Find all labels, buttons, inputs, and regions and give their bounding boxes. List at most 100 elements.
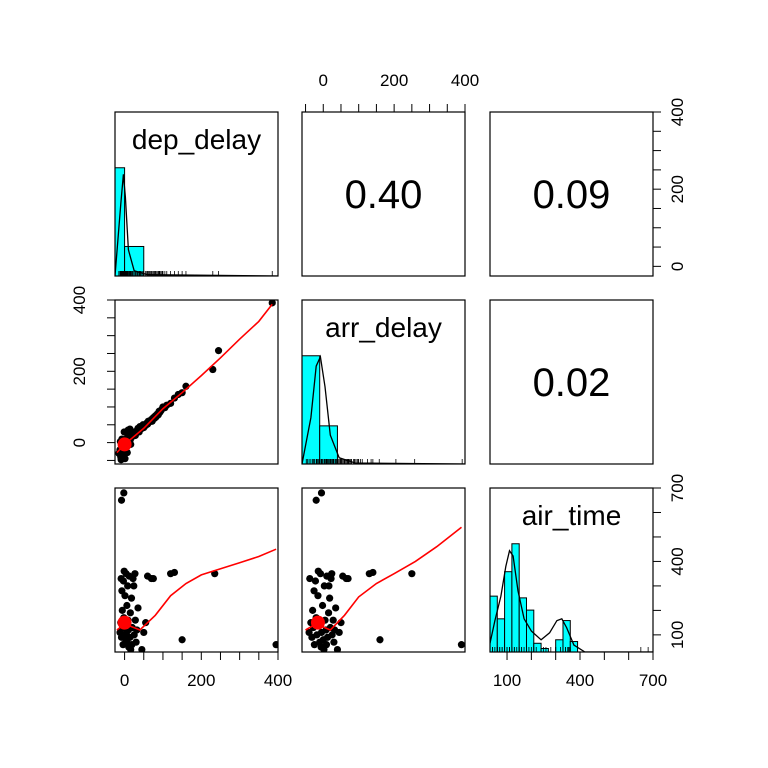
scatter-point xyxy=(309,606,317,614)
scatter-point xyxy=(457,641,465,649)
scatter-point xyxy=(408,570,416,578)
var-label-arr_delay: arr_delay xyxy=(325,312,442,343)
x-tick-label-dep_delay: 200 xyxy=(187,671,215,690)
scatter-point xyxy=(317,489,326,497)
corr-value-0-2: 0.09 xyxy=(533,173,611,217)
scatter-point xyxy=(170,568,179,577)
scatter-point xyxy=(329,616,337,624)
scatter-point xyxy=(333,645,342,652)
scatter-point xyxy=(268,300,276,307)
scatter-point xyxy=(272,641,278,649)
scatter-point xyxy=(326,594,334,602)
panel-frame-0-0 xyxy=(114,111,279,277)
scatter-point xyxy=(335,628,343,637)
scatter-point xyxy=(312,496,320,504)
scatter-point xyxy=(131,570,139,578)
y-tick-label-air_time: 700 xyxy=(668,474,687,502)
y-tick-label-arr_delay: 200 xyxy=(70,357,89,385)
diag-panel-dep_delay xyxy=(115,167,278,276)
scatter-point xyxy=(332,604,340,612)
scatter-point xyxy=(328,570,336,578)
scatter-point xyxy=(120,489,128,497)
panel-frame-1-2 xyxy=(489,299,654,465)
scatter-point xyxy=(117,574,125,583)
x-tick-label-dep_delay: 0 xyxy=(120,671,129,690)
scatter-point xyxy=(118,606,126,614)
scatter-point xyxy=(123,601,131,610)
scatter-point xyxy=(130,582,138,590)
scatter-point xyxy=(310,587,318,595)
smooth-line-dep_vs_air xyxy=(116,548,277,631)
centroid-point-dep_vs_air xyxy=(117,615,132,630)
scatter-point xyxy=(121,455,129,463)
scatter-point xyxy=(311,577,320,585)
y-tick-label-air_time: 100 xyxy=(668,621,687,649)
x-tick-label-arr_delay: 200 xyxy=(380,71,408,90)
y-tick-label-dep_delay: 0 xyxy=(668,262,687,271)
y-tick-label-air_time: 400 xyxy=(668,547,687,575)
scatter-point xyxy=(140,628,148,637)
scatter-point xyxy=(131,616,139,624)
scatter-point xyxy=(149,574,157,583)
scatter-point xyxy=(214,347,223,355)
x-tick-label-dep_delay: 400 xyxy=(264,671,292,690)
density-curve-air_time xyxy=(490,549,653,652)
scatter-point xyxy=(314,592,322,600)
scatter-point xyxy=(376,636,384,644)
y-tick-label-arr_delay: 0 xyxy=(70,438,89,447)
corr-value-0-1: 0.40 xyxy=(345,173,423,217)
scatter-point xyxy=(209,365,217,374)
scatter-point xyxy=(126,425,134,433)
smooth-line-dep_vs_arr xyxy=(116,303,273,454)
scatter-point xyxy=(344,574,352,583)
scatter-panel-dep_vs_air xyxy=(116,489,278,652)
centroid-point-arr_vs_air xyxy=(310,615,325,630)
scatter-point xyxy=(118,587,126,595)
y-tick-label-dep_delay: 200 xyxy=(668,175,687,203)
centroid-point-dep_vs_arr xyxy=(117,437,132,452)
scatter-point xyxy=(134,604,142,612)
x-tick-label-air_time: 700 xyxy=(639,671,667,690)
panel-frame-1-1 xyxy=(301,299,466,465)
x-tick-label-air_time: 400 xyxy=(566,671,594,690)
hist-bar-air_time xyxy=(533,642,542,652)
scatter-point xyxy=(138,645,146,652)
hist-bar-air_time xyxy=(511,543,520,652)
scatter-panel-dep_vs_arr xyxy=(115,300,276,464)
scatter-point xyxy=(128,641,136,649)
hist-bar-air_time xyxy=(496,618,506,652)
panel-frame-1-0 xyxy=(114,299,279,465)
x-tick-label-arr_delay: 400 xyxy=(451,71,479,90)
hist-bar-air_time xyxy=(555,639,564,652)
scatter-point xyxy=(318,601,327,610)
scatter-point xyxy=(369,568,377,577)
scatter-point xyxy=(120,567,128,575)
var-label-dep_delay: dep_delay xyxy=(132,124,261,155)
x-tick-label-arr_delay: 0 xyxy=(319,71,328,90)
scatter-point xyxy=(126,609,134,617)
scatter-point xyxy=(124,582,132,590)
scatter-point xyxy=(325,582,333,590)
panel-frame-2-1 xyxy=(301,487,466,653)
scatter-point xyxy=(306,574,314,583)
diag-panel-air_time xyxy=(490,543,653,652)
scatter-point xyxy=(142,619,150,627)
hist-bar-air_time xyxy=(504,571,513,652)
scatter-point xyxy=(330,638,338,646)
scatter-point xyxy=(324,609,333,617)
y-tick-label-dep_delay: 400 xyxy=(668,98,687,126)
hist-bar-air_time xyxy=(525,609,535,652)
scatter-panel-arr_vs_air xyxy=(305,489,465,652)
scatter-point xyxy=(178,636,186,644)
scatter-point xyxy=(314,567,322,575)
diag-panel-arr_delay xyxy=(302,354,465,464)
hist-bar-air_time xyxy=(518,597,527,652)
y-tick-label-arr_delay: 400 xyxy=(70,286,89,314)
scatter-point xyxy=(117,496,126,504)
var-label-air_time: air_time xyxy=(522,500,622,531)
scatter-point xyxy=(322,641,331,649)
panel-frame-2-0 xyxy=(114,487,279,653)
corr-value-1-2: 0.02 xyxy=(533,361,611,405)
scatter-point xyxy=(127,594,136,602)
